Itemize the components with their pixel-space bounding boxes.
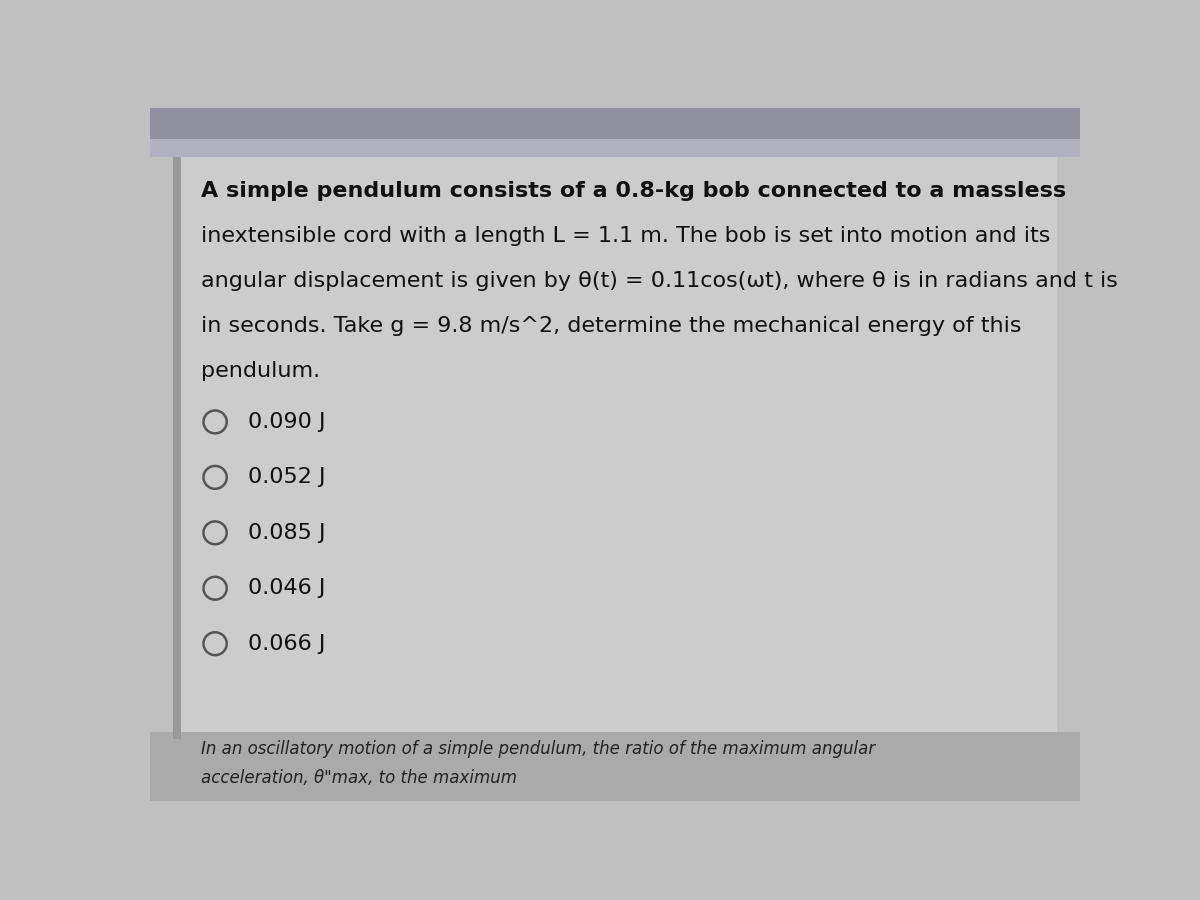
FancyBboxPatch shape xyxy=(150,732,1080,801)
Text: inextensible cord with a length L = 1.1 m. The bob is set into motion and its: inextensible cord with a length L = 1.1 … xyxy=(202,226,1050,246)
Text: 0.066 J: 0.066 J xyxy=(247,634,325,653)
Text: In an oscillatory motion of a simple pendulum, the ratio of the maximum angular: In an oscillatory motion of a simple pen… xyxy=(202,740,876,758)
Text: 0.046 J: 0.046 J xyxy=(247,578,325,599)
FancyBboxPatch shape xyxy=(173,157,181,739)
Text: 0.052 J: 0.052 J xyxy=(247,467,325,488)
Text: angular displacement is given by θ(t) = 0.11cos(ωt), where θ is in radians and t: angular displacement is given by θ(t) = … xyxy=(202,271,1118,291)
Text: in seconds. Take g = 9.8 m/s^2, determine the mechanical energy of this: in seconds. Take g = 9.8 m/s^2, determin… xyxy=(202,316,1021,336)
FancyBboxPatch shape xyxy=(173,157,1057,739)
Text: A simple pendulum consists of a 0.8-kg bob connected to a massless: A simple pendulum consists of a 0.8-kg b… xyxy=(202,181,1067,201)
Text: 0.085 J: 0.085 J xyxy=(247,523,325,543)
FancyBboxPatch shape xyxy=(150,140,1080,157)
Text: acceleration, θ"max, to the maximum: acceleration, θ"max, to the maximum xyxy=(202,770,517,788)
Text: pendulum.: pendulum. xyxy=(202,361,320,381)
FancyBboxPatch shape xyxy=(150,108,1080,140)
Text: 0.090 J: 0.090 J xyxy=(247,412,325,432)
